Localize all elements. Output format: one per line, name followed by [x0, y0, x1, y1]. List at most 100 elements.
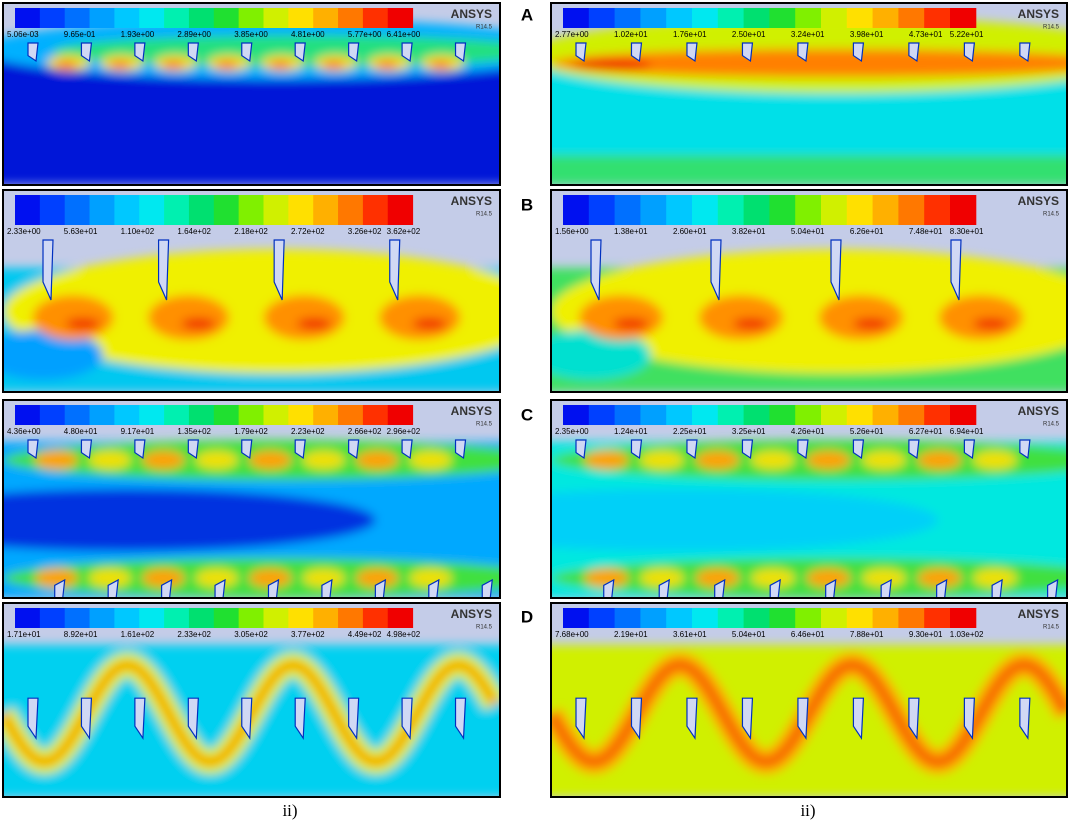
- version: R14.5: [1043, 422, 1060, 428]
- baffle: [454, 439, 467, 460]
- colorbar-cell: [588, 608, 616, 628]
- flow-soft: [3, 249, 500, 392]
- colorbar-label: 3.82e+01: [732, 227, 766, 236]
- colorbar-cell: [288, 8, 314, 28]
- colorbar-cell: [588, 405, 616, 425]
- colorbar-cell: [846, 405, 874, 425]
- colorbar-cell: [387, 195, 414, 225]
- colorbar-cell: [164, 8, 190, 28]
- colorbar-label: 5.22e+01: [950, 30, 984, 39]
- colorbar-cell: [338, 405, 364, 425]
- vortex: [35, 569, 78, 587]
- baffle: [454, 42, 467, 63]
- colorbar-cell: [64, 195, 91, 225]
- baffle: [908, 42, 920, 63]
- vortex: [972, 569, 1018, 587]
- vortex: [429, 61, 452, 69]
- contour-panel: 5.06e-03 9.65e-01 1.93e+00 2.89e+00 3.85e+00…: [2, 2, 501, 186]
- colorbar-cell: [614, 405, 641, 425]
- colorbar-cell: [717, 405, 745, 425]
- vortex: [584, 569, 629, 587]
- colorbar-cell: [924, 195, 951, 225]
- flow-region: [3, 249, 500, 374]
- colorbar-label: 6.46e+01: [791, 630, 825, 639]
- baffle: [741, 697, 754, 741]
- baffle: [880, 578, 892, 598]
- colorbar-cell: [263, 195, 289, 225]
- vortex: [355, 451, 399, 469]
- vortex: [917, 569, 962, 587]
- colorbar-cell: [588, 8, 616, 28]
- row-letter: B: [521, 195, 533, 214]
- colorbar-label: 3.61e+01: [673, 630, 707, 639]
- colorbar-cell: [89, 405, 115, 425]
- colorbar-cell: [795, 195, 822, 225]
- colorbar-label: 4.80e+01: [64, 427, 98, 436]
- baffle: [852, 439, 865, 460]
- vortex: [695, 569, 740, 587]
- colorbar-label: 2.60e+01: [673, 227, 707, 236]
- colorbar-cell: [188, 608, 215, 628]
- colorbar-cell: [114, 195, 140, 225]
- baffle: [80, 42, 93, 63]
- vortex: [819, 295, 903, 340]
- colorbar-cell: [213, 195, 240, 225]
- colorbar-label: 2.33e+02: [177, 630, 211, 639]
- colorbar-cell: [313, 195, 339, 225]
- baffle: [401, 697, 413, 741]
- colorbar-cell: [846, 608, 874, 628]
- colorbar-cell: [288, 195, 314, 225]
- contour-panel: 4.36e+00 4.80e+01 9.17e+01 1.35e+02 1.79e+02…: [2, 399, 501, 599]
- colorbar-cell: [164, 195, 190, 225]
- colorbar-cell: [338, 8, 364, 28]
- vortex: [579, 295, 663, 340]
- flow-region: [3, 329, 103, 380]
- colorbar-label: 1.02e+01: [614, 30, 648, 39]
- colorbar-label: 3.62e+02: [387, 227, 421, 236]
- colorbar-cell: [614, 195, 641, 225]
- baffle: [991, 578, 1003, 598]
- baffle: [963, 439, 976, 460]
- colorbar-cell: [15, 405, 41, 425]
- colorbar-cell: [898, 8, 925, 28]
- baffle: [481, 578, 493, 598]
- vortex: [639, 569, 685, 587]
- vortex: [639, 451, 685, 469]
- baffle: [27, 439, 39, 460]
- colorbar-cell: [563, 8, 590, 28]
- colorbar-cell: [924, 405, 951, 425]
- baffle: [187, 42, 199, 63]
- colorbar-cell: [743, 195, 770, 225]
- baffle: [797, 439, 809, 460]
- colorbar-cell: [114, 8, 140, 28]
- colorbar-cell: [89, 608, 115, 628]
- colorbar-label: 1.79e+02: [234, 427, 268, 436]
- baffle: [273, 239, 285, 301]
- flow-region: [3, 488, 376, 552]
- colorbar-cell: [821, 8, 848, 28]
- colorbar-label: 2.66e+02: [348, 427, 382, 436]
- colorbar-label: 1.10e+02: [121, 227, 155, 236]
- baffle: [389, 239, 401, 301]
- colorbar-cell: [338, 195, 364, 225]
- baffle: [830, 239, 842, 301]
- logo: ANSYS: [451, 404, 492, 418]
- colorbar-label: 1.24e+01: [614, 427, 648, 436]
- vortex: [263, 295, 345, 340]
- row-letter: A: [521, 5, 533, 24]
- colorbar-cell: [139, 8, 165, 28]
- baffle: [908, 439, 920, 460]
- version: R14.5: [476, 25, 493, 31]
- colorbar-cell: [872, 405, 899, 425]
- colorbar-label: 9.30e+01: [909, 630, 943, 639]
- baffle: [294, 439, 306, 460]
- logo: ANSYS: [1018, 404, 1059, 418]
- vortex: [695, 451, 740, 469]
- baffle: [1047, 578, 1059, 598]
- colorbar-cell: [238, 8, 264, 28]
- baffle: [401, 439, 413, 460]
- colorbar-cell: [238, 405, 264, 425]
- colorbar-cell: [898, 405, 925, 425]
- panel-border: [550, 399, 1068, 599]
- colorbar-label: 1.38e+01: [614, 227, 648, 236]
